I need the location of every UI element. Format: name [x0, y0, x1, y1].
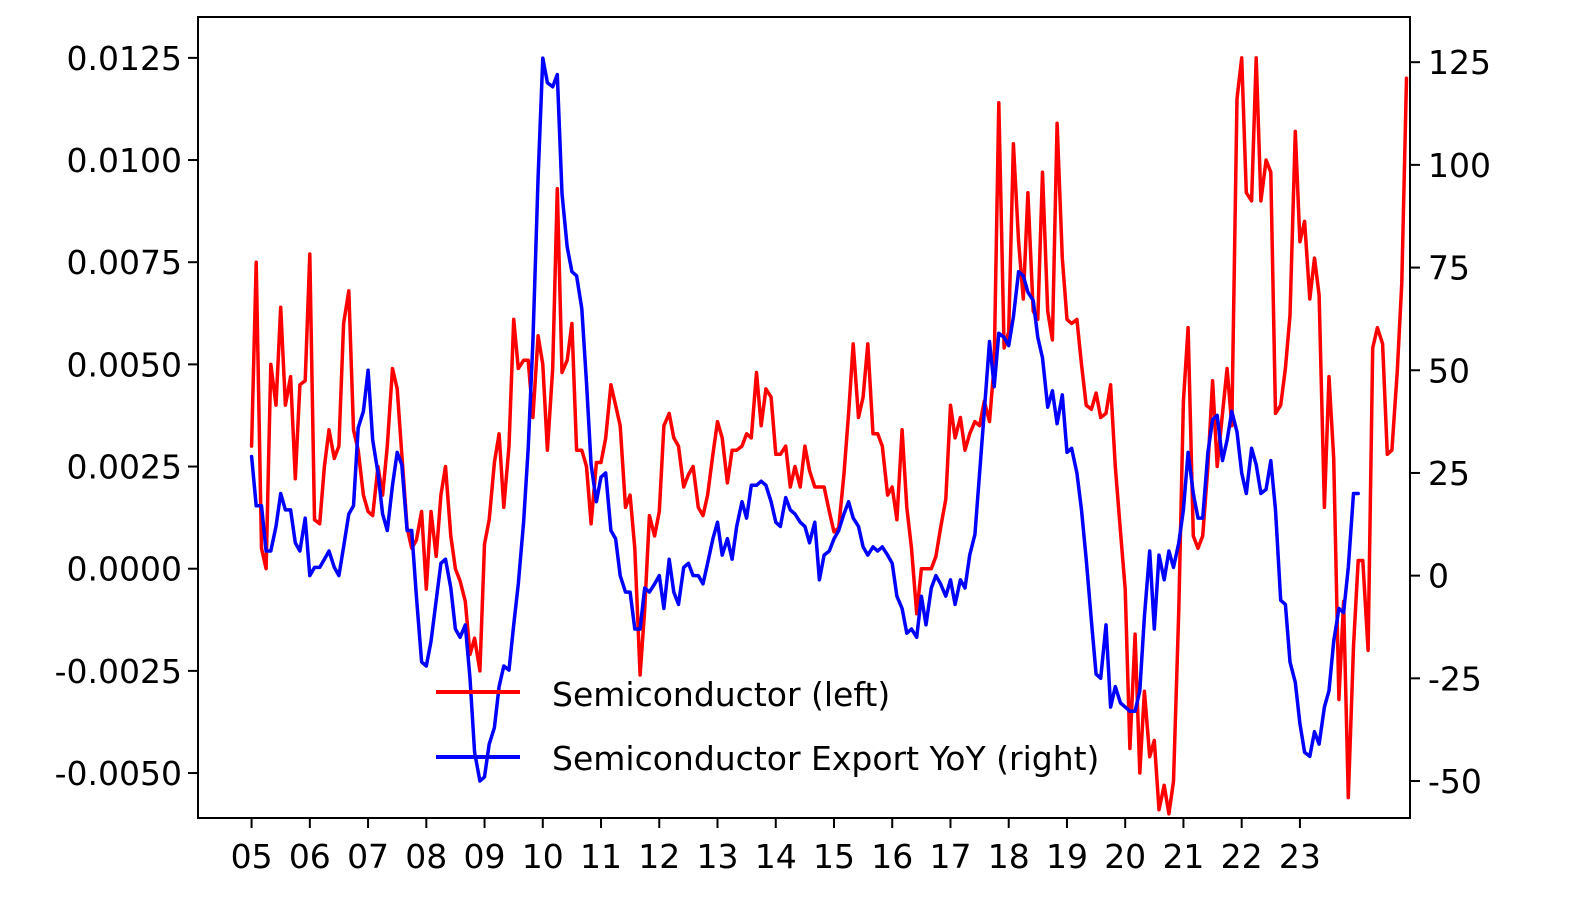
left-tick-label: 0.0075	[67, 243, 182, 282]
right-tick-label: -25	[1428, 659, 1482, 698]
legend-label-semiconductor: Semiconductor (left)	[552, 675, 890, 714]
x-tick-label: 15	[813, 837, 855, 876]
left-tick-label: 0.0050	[67, 345, 182, 384]
x-tick-label: 05	[231, 837, 273, 876]
right-tick-label: 50	[1428, 351, 1470, 390]
x-tick-label: 22	[1221, 837, 1263, 876]
right-tick-label: 0	[1428, 557, 1449, 596]
series-line-semiconductor	[249, 56, 1409, 816]
x-tick-label: 09	[464, 837, 506, 876]
x-tick-label: 13	[697, 837, 739, 876]
plot-frame	[197, 16, 1411, 819]
left-tick-label: 0.0125	[67, 39, 182, 78]
x-tick-label: 12	[638, 837, 680, 876]
right-tick-label: -50	[1428, 762, 1482, 801]
x-tick-label: 07	[347, 837, 389, 876]
x-tick-label: 20	[1104, 837, 1146, 876]
x-tick-label: 08	[405, 837, 447, 876]
x-tick-label: 17	[929, 837, 971, 876]
right-tick-label: 75	[1428, 249, 1470, 288]
legend: Semiconductor (left) Semiconductor Expor…	[436, 675, 1099, 778]
left-tick-label: 0.0000	[67, 550, 182, 589]
series-layer	[249, 56, 1409, 816]
x-tick-label: 16	[871, 837, 913, 876]
left-tick-label: 0.0100	[67, 141, 182, 180]
series-line-export-yoy	[249, 56, 1360, 783]
x-tick-label: 19	[1046, 837, 1088, 876]
legend-label-export-yoy: Semiconductor Export YoY (right)	[552, 739, 1099, 778]
x-axis: 05 06 07 08 09 10 11 12 13 14 15 16 17 18 19 20 21 22 23	[231, 818, 1321, 876]
x-tick-label: 10	[522, 837, 564, 876]
right-tick-label: 25	[1428, 454, 1470, 493]
left-tick-label: 0.0025	[67, 448, 182, 487]
x-tick-label: 23	[1279, 837, 1321, 876]
right-axis: 125 100 75 50 25 0 -25 -50	[1410, 43, 1491, 801]
right-tick-label: 125	[1428, 43, 1491, 82]
x-tick-label: 14	[755, 837, 797, 876]
left-axis: 0.0125 0.0100 0.0075 0.0050 0.0025 0.0000 -0.0…	[55, 39, 198, 793]
left-tick-label: -0.0025	[55, 652, 182, 691]
x-tick-label: 18	[988, 837, 1030, 876]
left-tick-label: -0.0050	[55, 754, 182, 793]
x-tick-label: 21	[1162, 837, 1204, 876]
x-tick-label: 06	[289, 837, 331, 876]
x-tick-label: 11	[580, 837, 622, 876]
right-tick-label: 100	[1428, 146, 1491, 185]
